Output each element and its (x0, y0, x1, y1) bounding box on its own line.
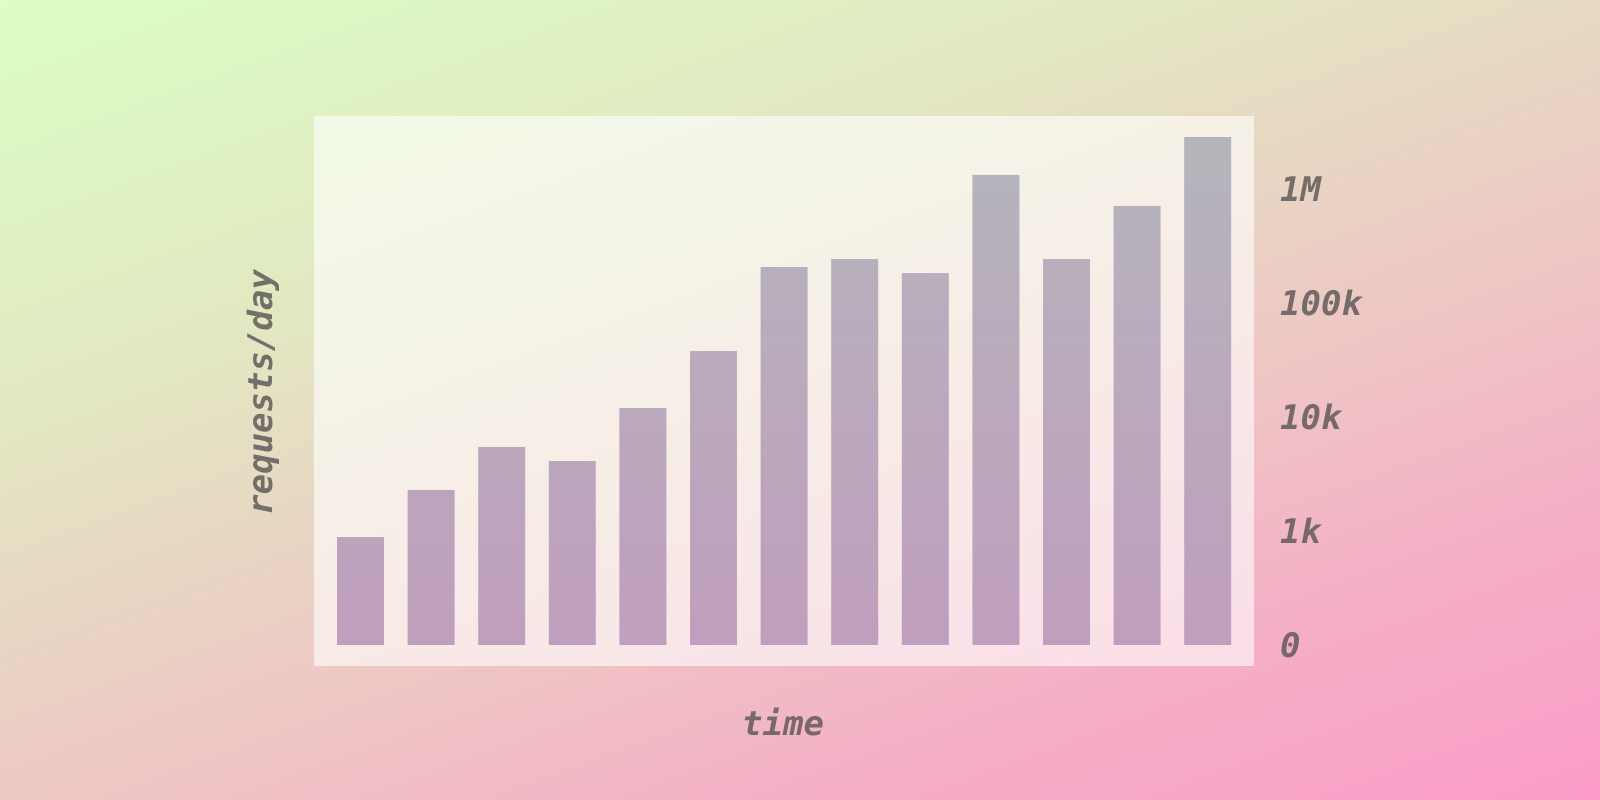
y-axis-ticks: 0 1k 10k 100k 1M (1280, 170, 1363, 666)
bar-8 (831, 259, 879, 645)
y-tick-label: 0 (1280, 626, 1300, 666)
y-tick-label: 1k (1280, 512, 1322, 552)
y-tick-label: 100k (1280, 284, 1363, 324)
bar-11 (1043, 259, 1090, 645)
bar-12 (1113, 205, 1161, 645)
x-axis-label: time (742, 704, 824, 744)
bar-1 (337, 537, 384, 645)
bars (337, 136, 1232, 645)
bar-13 (1184, 136, 1232, 645)
bar-9 (901, 273, 949, 645)
bar-4 (548, 461, 596, 645)
bar-5 (619, 407, 667, 645)
bar-2 (407, 489, 455, 645)
bar-10 (972, 174, 1020, 645)
y-tick-label: 10k (1280, 398, 1343, 438)
bar-3 (478, 446, 526, 645)
bar-7 (760, 266, 808, 645)
y-tick-label: 1M (1280, 170, 1322, 210)
bar-6 (690, 351, 737, 645)
y-axis-label: requests/day (241, 269, 281, 515)
